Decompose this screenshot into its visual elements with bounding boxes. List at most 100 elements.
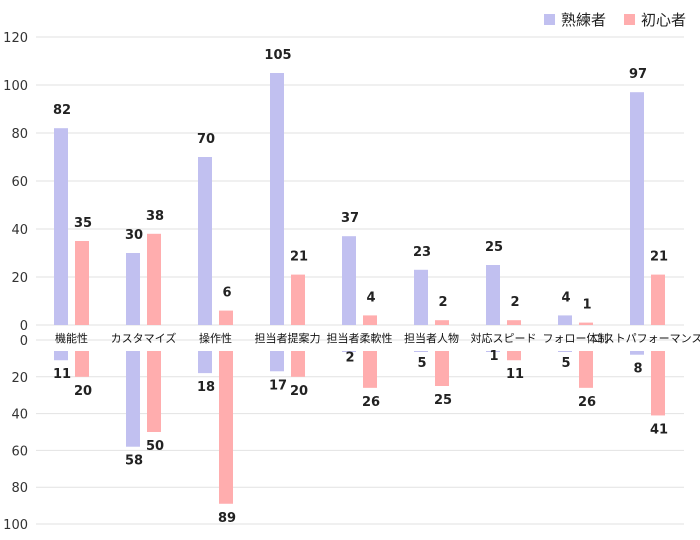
bar-upper-beginner-8 <box>651 274 665 325</box>
value-label-upper-beginner-1: 38 <box>146 209 164 224</box>
y-tick-label-upper-40: 40 <box>11 223 28 238</box>
bar-upper-experienced-4 <box>342 236 356 325</box>
bar-lower-experienced-2 <box>198 351 212 374</box>
legend-item-beginner: 初心者 <box>623 9 686 30</box>
bar-upper-beginner-2 <box>219 310 233 325</box>
legend: 熟練者 初心者 <box>543 9 686 30</box>
value-label-lower-beginner-8: 41 <box>650 422 668 437</box>
value-label-upper-experienced-6: 25 <box>485 240 503 255</box>
value-label-upper-experienced-2: 70 <box>197 132 215 147</box>
bar-upper-experienced-1 <box>126 253 140 325</box>
value-label-upper-experienced-3: 105 <box>264 48 291 63</box>
bar-upper-experienced-5 <box>414 269 428 325</box>
y-tick-label-upper-20: 20 <box>11 271 28 286</box>
category-label-1: カスタマイズ <box>111 331 177 345</box>
y-tick-label-upper-120: 120 <box>3 31 28 46</box>
value-label-upper-experienced-7: 4 <box>561 290 570 305</box>
bar-upper-experienced-7 <box>558 315 572 325</box>
value-label-upper-beginner-6: 2 <box>510 295 519 310</box>
bar-lower-experienced-8 <box>630 351 644 355</box>
category-label-0: 機能性 <box>55 331 88 345</box>
bar-lower-beginner-1 <box>147 351 161 432</box>
category-label-8: コストパフォーマンス <box>593 332 700 345</box>
bar-upper-experienced-0 <box>54 128 68 325</box>
value-label-lower-beginner-4: 26 <box>362 395 380 410</box>
value-label-upper-beginner-5: 2 <box>438 295 447 310</box>
value-label-upper-beginner-2: 6 <box>222 286 231 301</box>
y-tick-label-lower-60: 60 <box>11 444 28 459</box>
category-label-3: 担当者提案力 <box>255 331 321 345</box>
legend-swatch-beginner <box>623 14 635 25</box>
bar-lower-beginner-2 <box>219 351 233 504</box>
bar-upper-beginner-4 <box>363 315 377 325</box>
value-label-upper-experienced-0: 82 <box>53 103 71 118</box>
value-label-upper-experienced-8: 97 <box>629 67 647 82</box>
legend-swatch-experienced <box>543 14 555 25</box>
bar-upper-experienced-8 <box>630 92 644 325</box>
legend-label-experienced: 熟練者 <box>560 11 606 29</box>
value-label-lower-beginner-0: 20 <box>74 384 92 399</box>
category-label-6: 対応スピード <box>471 331 537 345</box>
y-tick-label-lower-20: 20 <box>11 371 28 386</box>
category-label-2: 操作性 <box>199 331 232 345</box>
value-label-lower-experienced-7: 5 <box>561 356 570 371</box>
bar-lower-experienced-3 <box>270 351 284 372</box>
value-label-upper-experienced-4: 37 <box>341 211 359 226</box>
value-label-upper-experienced-1: 30 <box>125 228 143 243</box>
y-tick-label-lower-80: 80 <box>11 481 28 496</box>
bar-lower-beginner-6 <box>507 351 521 361</box>
value-label-upper-beginner-7: 1 <box>582 298 591 313</box>
value-label-lower-experienced-0: 11 <box>53 367 71 382</box>
y-tick-label-upper-100: 100 <box>3 79 28 94</box>
bar-lower-beginner-7 <box>579 351 593 388</box>
category-label-4: 担当者柔軟性 <box>327 331 393 345</box>
value-label-upper-beginner-4: 4 <box>366 290 375 305</box>
y-tick-label-upper-60: 60 <box>11 175 28 190</box>
value-label-lower-experienced-8: 8 <box>633 362 642 377</box>
bar-upper-experienced-3 <box>270 73 284 325</box>
value-label-lower-experienced-1: 58 <box>125 454 143 469</box>
value-label-lower-experienced-5: 5 <box>417 356 426 371</box>
bar-upper-beginner-7 <box>579 322 593 325</box>
value-label-upper-beginner-8: 21 <box>650 250 668 265</box>
value-label-lower-beginner-5: 25 <box>434 393 452 408</box>
bar-lower-experienced-5 <box>414 351 428 352</box>
category-label-5: 担当者人物 <box>404 331 459 345</box>
bar-upper-experienced-6 <box>486 265 500 325</box>
value-label-lower-experienced-6: 1 <box>489 349 498 364</box>
bar-upper-beginner-0 <box>75 241 89 325</box>
value-label-lower-beginner-2: 89 <box>218 511 236 526</box>
y-tick-label-upper-80: 80 <box>11 127 28 142</box>
value-label-upper-beginner-3: 21 <box>290 250 308 265</box>
value-label-lower-beginner-7: 26 <box>578 395 596 410</box>
bar-lower-beginner-4 <box>363 351 377 388</box>
bar-lower-experienced-6 <box>486 351 500 352</box>
legend-label-beginner: 初心者 <box>640 11 686 29</box>
bar-lower-experienced-1 <box>126 351 140 447</box>
bar-lower-beginner-8 <box>651 351 665 416</box>
value-label-upper-experienced-5: 23 <box>413 245 431 260</box>
y-tick-label-lower-40: 40 <box>11 408 28 423</box>
bar-lower-experienced-7 <box>558 351 572 352</box>
bar-lower-experienced-4 <box>342 351 356 352</box>
value-label-upper-beginner-0: 35 <box>74 216 92 231</box>
value-label-lower-beginner-6: 11 <box>506 367 524 382</box>
bar-upper-beginner-3 <box>291 274 305 325</box>
bar-lower-beginner-3 <box>291 351 305 377</box>
bar-upper-beginner-5 <box>435 320 449 325</box>
bar-upper-beginner-6 <box>507 320 521 325</box>
value-label-lower-experienced-4: 2 <box>345 351 354 366</box>
y-tick-label-lower-0: 0 <box>20 334 28 349</box>
bar-upper-experienced-2 <box>198 157 212 325</box>
value-label-lower-beginner-1: 50 <box>146 439 164 454</box>
bar-lower-beginner-0 <box>75 351 89 377</box>
value-label-lower-experienced-3: 17 <box>269 378 287 393</box>
bar-upper-beginner-1 <box>147 233 161 325</box>
y-tick-label-upper-0: 0 <box>20 319 28 334</box>
value-label-lower-beginner-3: 20 <box>290 384 308 399</box>
bar-lower-experienced-0 <box>54 351 68 361</box>
y-tick-label-lower-100: 100 <box>3 518 28 533</box>
category-label-7: フォロー体制 <box>543 331 609 345</box>
bar-lower-beginner-5 <box>435 351 449 386</box>
